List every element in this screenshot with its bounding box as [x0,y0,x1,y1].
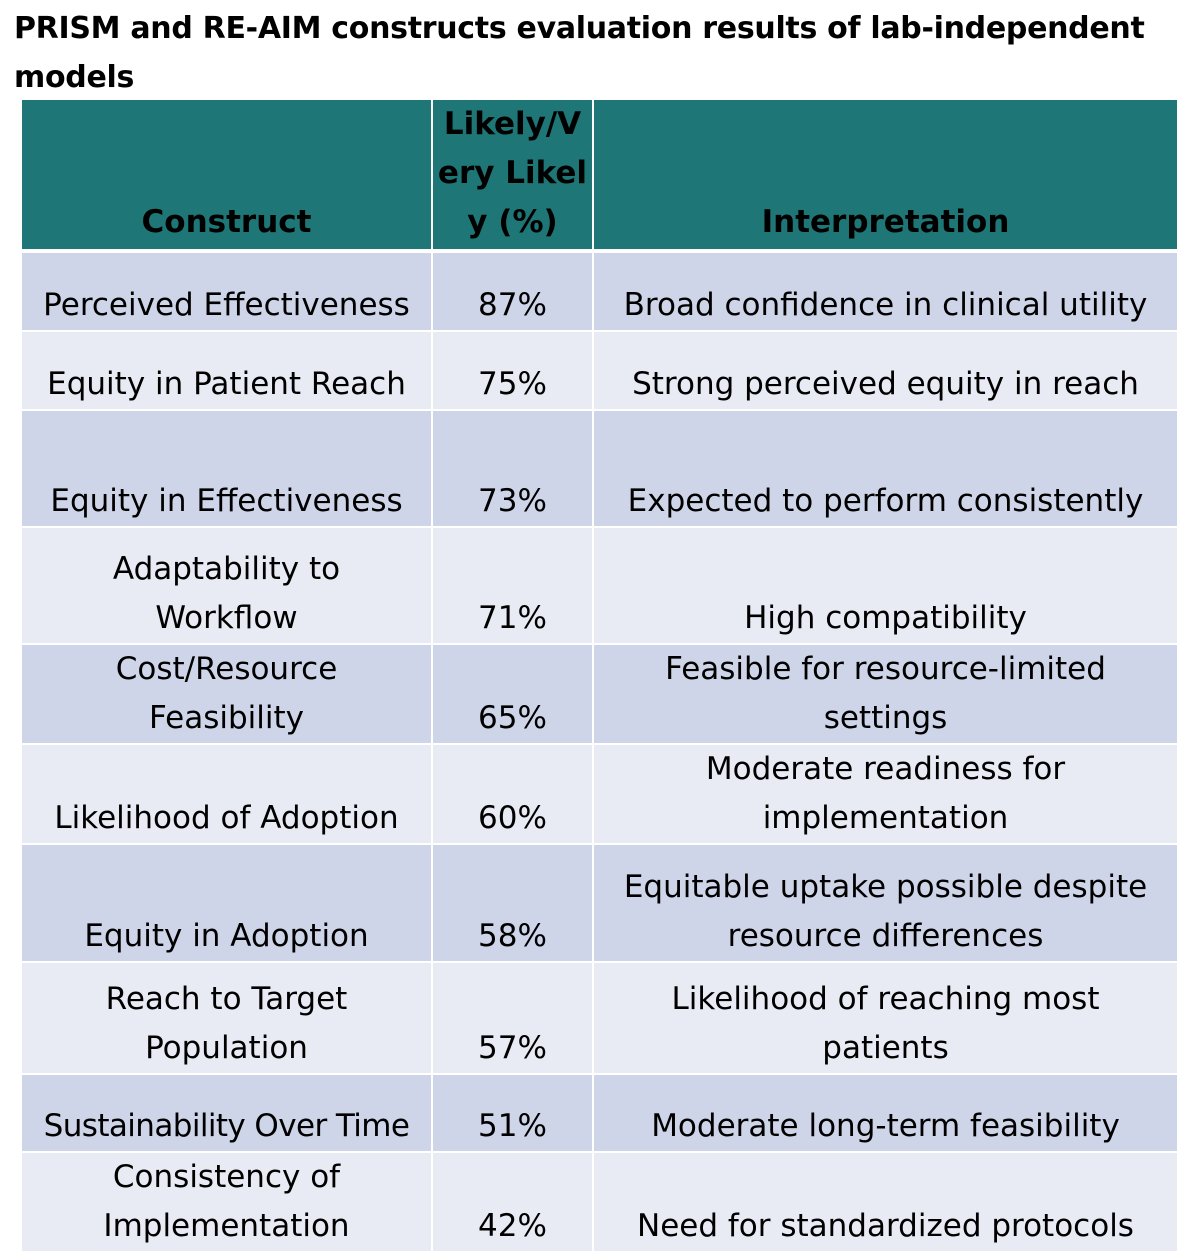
cell-interpretation: Likelihood of reaching most patients [593,962,1177,1075]
cell-construct: Reach to Target Population [22,962,433,1075]
cell-construct: Equity in Effectiveness [22,410,433,528]
cell-construct: Adaptability to Workflow [22,527,433,645]
table-body: Perceived Effectiveness 87% Broad confid… [22,251,1177,1253]
cell-interpretation: Need for standardized protocols [593,1152,1177,1253]
cell-likely: 60% [432,744,594,845]
cell-interpretation: Feasible for resource-limited settings [593,644,1177,745]
table-row: Perceived Effectiveness 87% Broad confid… [22,251,1177,332]
cell-likely: 75% [432,331,594,411]
header-likely-label: Likely/Very Likely (%) [437,106,588,240]
cell-construct: Equity in Patient Reach [22,331,433,411]
cell-interpretation: High compatibility [593,527,1177,645]
cell-likely: 42% [432,1152,594,1253]
table-row: Equity in Effectiveness 73% Expected to … [22,410,1177,528]
table-row: Equity in Patient Reach 75% Strong perce… [22,331,1177,411]
cell-construct: Perceived Effectiveness [22,251,433,332]
cell-likely: 51% [432,1074,594,1153]
header-interpretation: Interpretation [593,100,1177,253]
header-likely: Likely/Very Likely (%) [432,100,594,253]
cell-likely: 58% [432,844,594,963]
cell-interpretation: Moderate long-term feasibility [593,1074,1177,1153]
cell-construct: Likelihood of Adoption [22,744,433,845]
cell-likely: 65% [432,644,594,745]
cell-construct: Sustainability Over Time [22,1074,433,1153]
header-row: Construct Likely/Very Likely (%) Interpr… [22,100,1177,253]
cell-construct: Equity in Adoption [22,844,433,963]
cell-interpretation: Equitable uptake possible despite resour… [593,844,1177,963]
table-row: Adaptability to Workflow 71% High compat… [22,527,1177,645]
cell-likely: 73% [432,410,594,528]
cell-likely: 71% [432,527,594,645]
table-header: Construct Likely/Very Likely (%) Interpr… [22,100,1177,253]
table-row: Cost/Resource Feasibility 65% Feasible f… [22,644,1177,745]
header-construct: Construct [22,100,433,253]
cell-construct: Consistency of Implementation [22,1152,433,1253]
table-row: Reach to Target Population 57% Likelihoo… [22,962,1177,1075]
cell-interpretation: Strong perceived equity in reach [593,331,1177,411]
page-title: PRISM and RE-AIM constructs evaluation r… [14,11,1145,95]
table-row: Equity in Adoption 58% Equitable uptake … [22,844,1177,963]
cell-likely: 87% [432,251,594,332]
cell-interpretation: Moderate readiness for implementation [593,744,1177,845]
results-table: Construct Likely/Very Likely (%) Interpr… [22,100,1177,1253]
table-row: Likelihood of Adoption 60% Moderate read… [22,744,1177,845]
cell-construct: Cost/Resource Feasibility [22,644,433,745]
cell-interpretation: Broad confidence in clinical utility [593,251,1177,332]
cell-likely: 57% [432,962,594,1075]
cell-interpretation: Expected to perform consistently [593,410,1177,528]
table-row: Sustainability Over Time 51% Moderate lo… [22,1074,1177,1153]
table-row: Consistency of Implementation 42% Need f… [22,1152,1177,1253]
